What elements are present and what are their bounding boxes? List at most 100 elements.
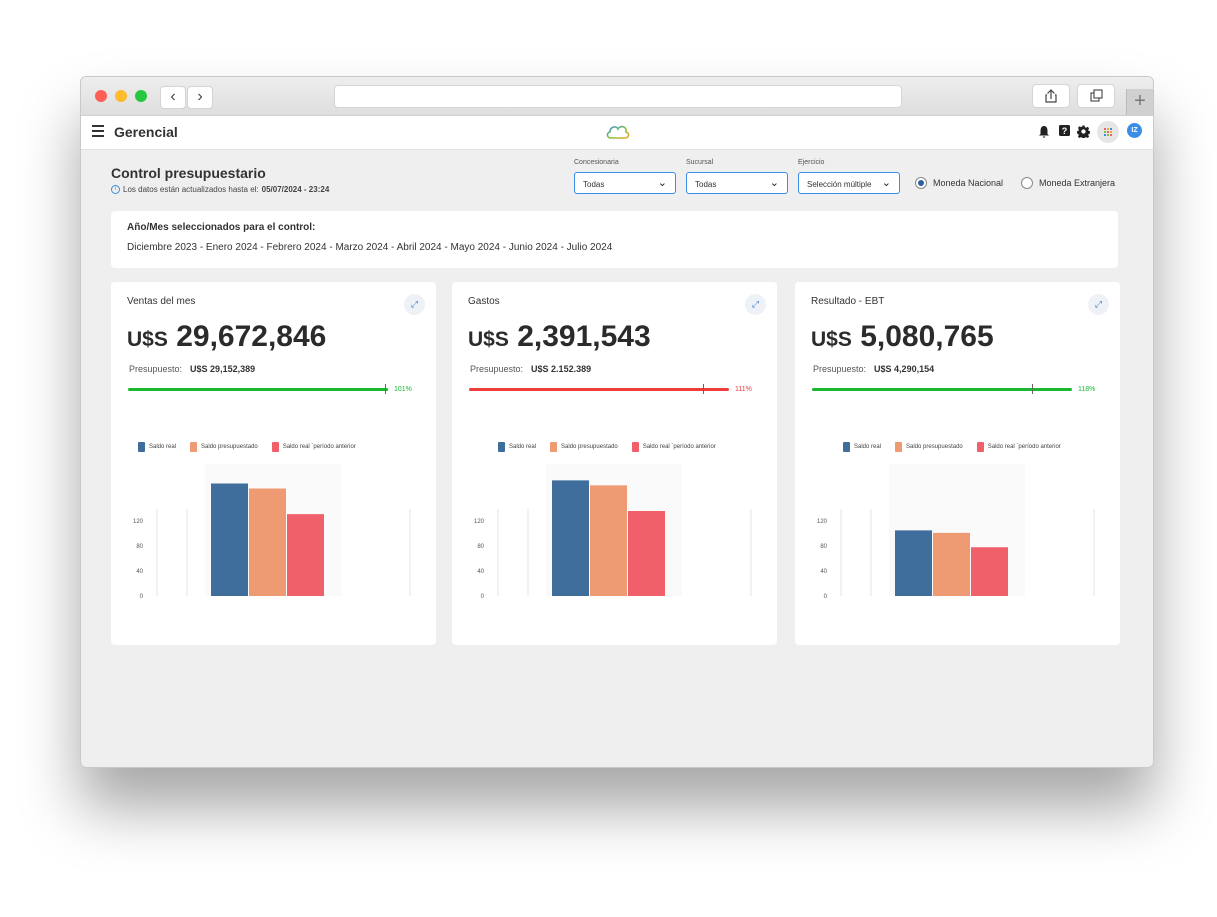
- legend-label: Saldo real ´período anterior: [987, 444, 1061, 450]
- progress-bar: [469, 388, 729, 391]
- chart-legend: Saldo real Saldo presupuestado Saldo rea…: [843, 442, 1061, 452]
- legend-swatch: [190, 442, 198, 452]
- moneda-extranjera-label[interactable]: Moneda Extranjera: [1039, 178, 1116, 188]
- legend-item-budget[interactable]: Saldo presupuestado: [550, 442, 618, 452]
- bar-saldo-presupuestado[interactable]: [590, 485, 627, 596]
- app-header: Gerencial ? IZ: [81, 116, 1153, 150]
- y-tick-label: 40: [820, 569, 827, 575]
- legend-item-budget[interactable]: Saldo presupuestado: [190, 442, 258, 452]
- y-tick-label: 80: [477, 544, 484, 550]
- legend-swatch: [550, 442, 558, 452]
- legend-item-budget[interactable]: Saldo presupuestado: [895, 442, 963, 452]
- maximize-window-button[interactable]: [135, 90, 147, 102]
- chevron-down-icon: ⌄: [769, 177, 779, 189]
- budget-value: U$S 2.152.389: [531, 364, 592, 374]
- bar-saldo-real[interactable]: [552, 480, 589, 596]
- moneda-extranjera-radio[interactable]: [1021, 177, 1033, 189]
- expand-icon[interactable]: ⤢: [404, 294, 425, 315]
- bell-icon[interactable]: [1037, 125, 1051, 139]
- close-window-button[interactable]: [95, 90, 107, 102]
- tabs-icon: [1090, 89, 1103, 102]
- ejercicio-value: Selección múltiple: [807, 180, 872, 189]
- y-tick-label: 0: [824, 594, 828, 600]
- bar-saldo-real[interactable]: [211, 483, 248, 597]
- y-tick-label: 40: [136, 569, 143, 575]
- moneda-nacional-label[interactable]: Moneda Nacional: [933, 178, 1004, 188]
- budget-value: U$S 29,152,389: [190, 364, 256, 374]
- legend-item-previous[interactable]: Saldo real ´período anterior: [271, 442, 356, 452]
- y-tick-label: 80: [820, 544, 827, 550]
- bar-saldo-anterior[interactable]: [287, 514, 324, 596]
- moneda-nacional-radio[interactable]: [915, 177, 927, 189]
- user-avatar[interactable]: IZ: [1127, 123, 1142, 138]
- menu-icon[interactable]: [92, 125, 104, 140]
- chevron-down-icon: ⌄: [881, 177, 891, 189]
- period-title: Año/Mes seleccionados para el control:: [127, 222, 316, 233]
- card-title: Ventas del mes: [127, 296, 196, 307]
- data-updated-note: i Los datos están actualizados hasta el:…: [111, 185, 329, 194]
- legend-swatch: [271, 442, 279, 452]
- legend-swatch: [631, 442, 639, 452]
- legend-item-previous[interactable]: Saldo real ´período anterior: [631, 442, 716, 452]
- browser-titlebar: ‹ › +: [81, 77, 1153, 116]
- currency-symbol: U$S: [127, 328, 168, 351]
- kpi-amount: 2,391,543: [517, 320, 651, 353]
- kpi-value: U$S 29,672,846: [127, 320, 326, 354]
- ejercicio-select[interactable]: Selección múltiple ⌄: [798, 172, 900, 194]
- minimize-window-button[interactable]: [115, 90, 127, 102]
- sucursal-select[interactable]: Todas ⌄: [686, 172, 788, 194]
- forward-icon[interactable]: ›: [187, 86, 213, 109]
- legend-item-real[interactable]: Saldo real: [843, 442, 881, 452]
- card-gastos: Gastos ⤢ U$S 2,391,543 Presupuesto: U$S 2…: [452, 282, 777, 645]
- gear-icon[interactable]: [1076, 125, 1090, 140]
- cloud-logo-icon: [606, 125, 630, 139]
- legend-label: Saldo real: [854, 444, 882, 450]
- bar-saldo-presupuestado[interactable]: [933, 532, 970, 596]
- updated-datetime: 05/07/2024 - 23:24: [261, 185, 330, 194]
- legend-label: Saldo real: [149, 444, 177, 450]
- app-title: Gerencial: [114, 124, 178, 140]
- budget-label: Presupuesto:: [470, 364, 524, 374]
- svg-text:?: ?: [1061, 126, 1067, 136]
- kpi-value: U$S 2,391,543: [468, 320, 651, 354]
- bar-saldo-real[interactable]: [895, 530, 932, 596]
- bar-saldo-anterior[interactable]: [628, 511, 665, 596]
- legend-item-real[interactable]: Saldo real: [138, 442, 176, 452]
- browser-window: ‹ › + Gerencial ?: [80, 76, 1154, 768]
- address-bar[interactable]: [334, 85, 902, 108]
- legend-item-real[interactable]: Saldo real: [498, 442, 536, 452]
- page-title: Control presupuestario: [111, 165, 266, 181]
- progress-target-tick: [703, 384, 705, 394]
- progress-percent: 111%: [735, 386, 752, 393]
- expand-icon[interactable]: ⤢: [745, 294, 766, 315]
- apps-grid-button[interactable]: [1097, 121, 1119, 143]
- expand-icon[interactable]: ⤢: [1088, 294, 1109, 315]
- legend-swatch: [976, 442, 984, 452]
- legend-item-previous[interactable]: Saldo real ´período anterior: [976, 442, 1061, 452]
- period-selection-panel: Año/Mes seleccionados para el control: D…: [111, 211, 1118, 268]
- bar-saldo-presupuestado[interactable]: [249, 488, 286, 597]
- chart-legend: Saldo real Saldo presupuestado Saldo rea…: [498, 442, 716, 452]
- back-icon[interactable]: ‹: [160, 86, 186, 109]
- share-button[interactable]: [1032, 84, 1070, 108]
- chevron-down-icon: ⌄: [657, 177, 667, 189]
- budget-row: Presupuesto: U$S 29,152,389: [129, 364, 255, 374]
- period-list: Diciembre 2023 - Enero 2024 - Febrero 20…: [127, 242, 613, 253]
- progress-percent: 118%: [1078, 386, 1096, 393]
- tabs-overview-button[interactable]: [1077, 84, 1115, 108]
- budget-value: U$S 4,290,154: [874, 364, 935, 374]
- progress-target-tick: [1032, 384, 1034, 394]
- y-tick-label: 40: [477, 569, 484, 575]
- card-title: Resultado - EBT: [811, 296, 885, 307]
- kpi-amount: 5,080,765: [860, 320, 994, 353]
- progress-bar: [812, 388, 1072, 391]
- bar-saldo-anterior[interactable]: [971, 547, 1008, 596]
- y-tick-label: 0: [140, 594, 144, 600]
- y-tick-label: 80: [136, 544, 143, 550]
- y-tick-label: 120: [817, 519, 828, 525]
- bar-chart: 0 40 80 120: [133, 464, 411, 600]
- bar-chart: 0 40 80 120: [817, 464, 1095, 600]
- new-tab-button[interactable]: +: [1126, 89, 1153, 115]
- help-icon[interactable]: ?: [1057, 125, 1071, 139]
- concesionaria-select[interactable]: Todas ⌄: [574, 172, 676, 194]
